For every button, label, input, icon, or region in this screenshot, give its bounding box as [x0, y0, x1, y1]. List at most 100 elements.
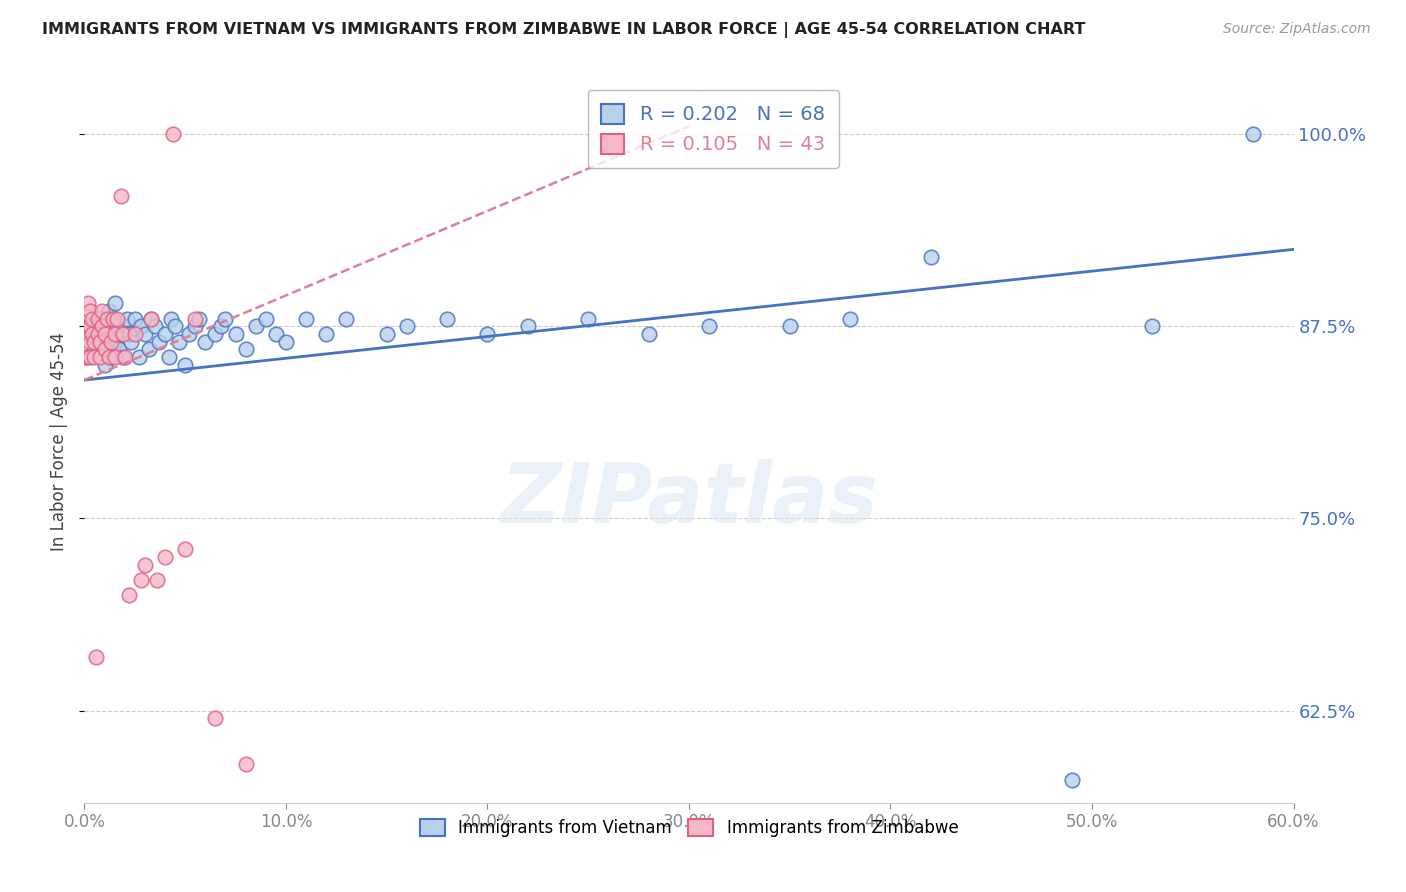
Point	[920, 250, 942, 264]
Point	[179, 326, 201, 341]
Point	[165, 319, 187, 334]
Point	[139, 311, 162, 326]
Point	[167, 334, 190, 349]
Point	[124, 326, 146, 341]
Legend: Immigrants from Vietnam, Immigrants from Zimbabwe: Immigrants from Vietnam, Immigrants from…	[411, 810, 967, 845]
Point	[254, 311, 277, 326]
Point	[209, 319, 232, 334]
Point	[697, 319, 720, 334]
Point	[114, 319, 136, 334]
Point	[576, 311, 599, 326]
Point	[174, 542, 197, 557]
Point	[204, 326, 226, 341]
Point	[75, 350, 97, 364]
Point	[100, 326, 122, 341]
Point	[79, 304, 101, 318]
Point	[139, 311, 162, 326]
Point	[77, 296, 100, 310]
Point	[89, 350, 111, 364]
Point	[184, 311, 207, 326]
Point	[93, 358, 115, 372]
Point	[124, 311, 146, 326]
Point	[75, 326, 97, 341]
Point	[104, 326, 127, 341]
Point	[129, 573, 152, 587]
Point	[91, 319, 114, 334]
Point	[274, 334, 297, 349]
Point	[97, 350, 120, 364]
Point	[120, 334, 142, 349]
Point	[104, 296, 127, 310]
Point	[93, 326, 115, 341]
Point	[75, 350, 97, 364]
Point	[111, 350, 134, 364]
Point	[779, 319, 801, 334]
Point	[77, 326, 100, 341]
Point	[110, 326, 132, 341]
Point	[104, 350, 127, 364]
Point	[79, 334, 101, 349]
Point	[214, 311, 236, 326]
Point	[225, 326, 247, 341]
Point	[637, 326, 659, 341]
Point	[115, 311, 138, 326]
Point	[295, 311, 318, 326]
Point	[82, 311, 104, 326]
Point	[87, 334, 110, 349]
Point	[96, 311, 118, 326]
Point	[89, 334, 111, 349]
Point	[315, 326, 337, 341]
Point	[105, 319, 128, 334]
Point	[82, 326, 104, 341]
Point	[79, 319, 101, 334]
Point	[86, 649, 108, 664]
Point	[245, 319, 267, 334]
Point	[100, 334, 122, 349]
Point	[1142, 319, 1164, 334]
Point	[204, 711, 226, 725]
Point	[118, 588, 141, 602]
Point	[395, 319, 418, 334]
Point	[516, 319, 538, 334]
Point	[105, 311, 128, 326]
Point	[129, 319, 152, 334]
Point	[153, 549, 176, 564]
Point	[100, 350, 122, 364]
Point	[143, 319, 166, 334]
Point	[264, 326, 287, 341]
Point	[91, 326, 114, 341]
Point	[118, 326, 141, 341]
Point	[1060, 772, 1083, 787]
Point	[114, 350, 136, 364]
Point	[83, 343, 105, 357]
Point	[188, 311, 211, 326]
Point	[477, 326, 499, 341]
Point	[83, 350, 105, 364]
Point	[134, 558, 156, 572]
Point	[148, 334, 170, 349]
Point	[235, 757, 257, 772]
Point	[87, 326, 110, 341]
Point	[111, 326, 134, 341]
Point	[101, 311, 124, 326]
Point	[174, 358, 197, 372]
Y-axis label: In Labor Force | Age 45-54: In Labor Force | Age 45-54	[51, 332, 69, 551]
Point	[839, 311, 862, 326]
Point	[436, 311, 458, 326]
Point	[97, 304, 120, 318]
Point	[134, 326, 156, 341]
Point	[194, 334, 217, 349]
Point	[128, 350, 150, 364]
Point	[107, 343, 129, 357]
Point	[91, 304, 114, 318]
Point	[138, 343, 160, 357]
Point	[235, 343, 257, 357]
Point	[77, 319, 100, 334]
Point	[96, 343, 118, 357]
Text: IMMIGRANTS FROM VIETNAM VS IMMIGRANTS FROM ZIMBABWE IN LABOR FORCE | AGE 45-54 C: IMMIGRANTS FROM VIETNAM VS IMMIGRANTS FR…	[42, 22, 1085, 38]
Point	[93, 319, 115, 334]
Point	[160, 311, 183, 326]
Point	[104, 334, 127, 349]
Point	[89, 311, 111, 326]
Point	[87, 311, 110, 326]
